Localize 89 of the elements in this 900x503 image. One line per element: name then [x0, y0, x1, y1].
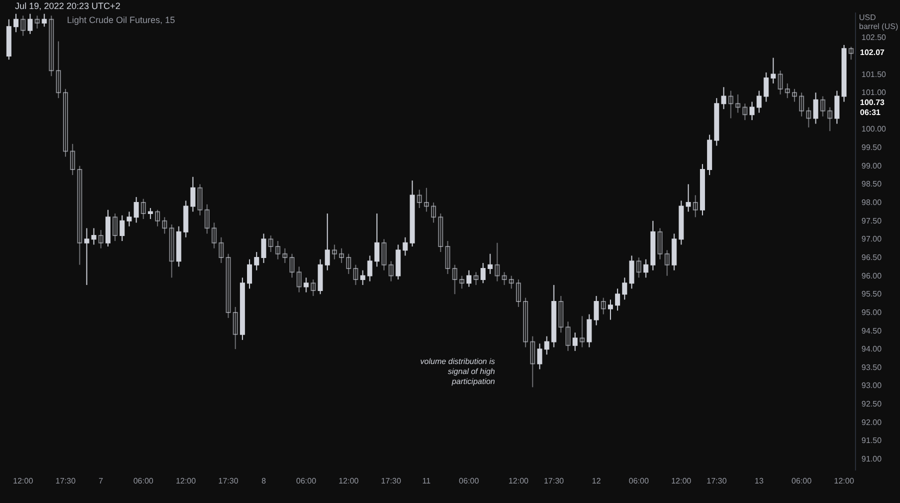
- y-tick-label: 91.50: [862, 436, 882, 446]
- x-tick-label: 06:00: [296, 476, 317, 486]
- x-tick-label: 12:00: [338, 476, 360, 486]
- y-tick-label: 99.50: [862, 143, 882, 152]
- x-tick-label: 06:00: [458, 476, 480, 486]
- y-axis-title: USD barrel (US): [859, 13, 898, 31]
- candlestick: [537, 343, 542, 370]
- candlestick: [572, 332, 578, 352]
- text: 100.73 06:31: [860, 98, 886, 117]
- x-tick-label: 12:00: [508, 476, 530, 486]
- text: 102.07: [860, 48, 886, 57]
- candlestick: [134, 196, 139, 224]
- candlestick: [360, 270, 366, 286]
- y-tick-label: 102.50: [862, 33, 887, 42]
- candlestick: [402, 236, 408, 256]
- candlestick: [367, 255, 372, 282]
- y-tick-label: 98.00: [862, 198, 882, 208]
- y-tick-label: 96.00: [862, 271, 882, 280]
- candlestick: [544, 336, 550, 356]
- y-tick-label: 92.50: [862, 400, 882, 409]
- x-tick-label: 17:30: [544, 476, 564, 486]
- y-tick-label: 99.00: [862, 161, 882, 170]
- candlestick: [247, 258, 252, 290]
- candlestick: [466, 270, 472, 288]
- x-tick-label: 17:30: [706, 476, 728, 486]
- candlestick: [750, 101, 755, 121]
- candlestick: [721, 86, 726, 110]
- candlestick: [324, 213, 330, 271]
- candlestick: [148, 208, 153, 220]
- candlestick: [622, 277, 628, 300]
- candlestick: [770, 57, 776, 84]
- x-tick-label: 17:30: [218, 476, 239, 486]
- y-tick-label: 96.50: [862, 252, 882, 262]
- x-tick-label: 12:00: [671, 476, 692, 486]
- x-tick-label: 8: [261, 476, 266, 486]
- candlestick: [84, 228, 90, 286]
- candlestick: [608, 299, 613, 320]
- candlestick: [586, 314, 592, 348]
- candlestick: [374, 213, 380, 268]
- y-tick-label: 98.50: [862, 180, 882, 189]
- x-tick-label: 12: [592, 476, 602, 486]
- x-tick-label: 12:00: [176, 476, 196, 486]
- candlestick: [126, 211, 132, 227]
- chart-subtitle: Jul 19, 2022 20:23 UTC+2: [15, 1, 120, 11]
- candlestick: [756, 90, 762, 114]
- candlestick: [488, 253, 493, 274]
- x-tick-label: 06:00: [628, 476, 650, 486]
- y-tick-label: 97.00: [862, 234, 882, 244]
- candlestick: [643, 258, 648, 278]
- x-tick-label: 7: [98, 476, 104, 486]
- y-tick-label: 91.00: [862, 454, 882, 464]
- y-tick-label: 93.50: [862, 362, 882, 372]
- candlestick: [764, 72, 769, 102]
- candlestick: [480, 262, 486, 284]
- candlestick: [261, 233, 266, 264]
- candlestick: [190, 176, 196, 212]
- candlestick: [13, 13, 18, 33]
- x-tick-label: 11: [422, 476, 432, 486]
- candlestick: [28, 13, 33, 34]
- x-tick-label: 12:00: [834, 476, 855, 486]
- y-tick-label: 94.00: [862, 344, 882, 354]
- candlestick: [813, 92, 818, 124]
- y-tick-label: 101.50: [862, 70, 887, 79]
- candlestick: [91, 228, 96, 246]
- annotation: volume distribution is signal of high participation: [420, 357, 496, 386]
- x-tick-label: 17:30: [381, 476, 402, 486]
- y-tick-label: 93.00: [862, 381, 882, 390]
- y-tick-label: 95.50: [862, 290, 882, 299]
- candlestick: [686, 184, 691, 212]
- candlestick: [615, 288, 620, 312]
- candlestick: [304, 277, 309, 293]
- x-tick-label: 12:00: [13, 476, 34, 486]
- y-tick-label: 92.00: [862, 418, 882, 427]
- y-tick-label: 94.50: [862, 326, 882, 336]
- chart-title: Light Crude Oil Futures, 15: [67, 15, 176, 25]
- candlestick: [120, 214, 125, 242]
- x-tick-label: 06:00: [133, 476, 154, 486]
- candlestick: [629, 255, 634, 290]
- x-tick-label: 17:30: [55, 476, 76, 486]
- x-tick-label: 13: [754, 476, 764, 486]
- candlestick: [834, 90, 840, 124]
- y-tick-label: 101.00: [862, 88, 887, 98]
- x-tick-label: 06:00: [792, 476, 812, 486]
- candlestick: [42, 13, 47, 28]
- y-tick-label: 100.00: [862, 124, 887, 134]
- y-tick-label: 97.50: [862, 216, 882, 226]
- y-tick-label: 95.00: [862, 308, 882, 317]
- candlestick: [594, 295, 599, 326]
- candlestick: [254, 251, 260, 271]
